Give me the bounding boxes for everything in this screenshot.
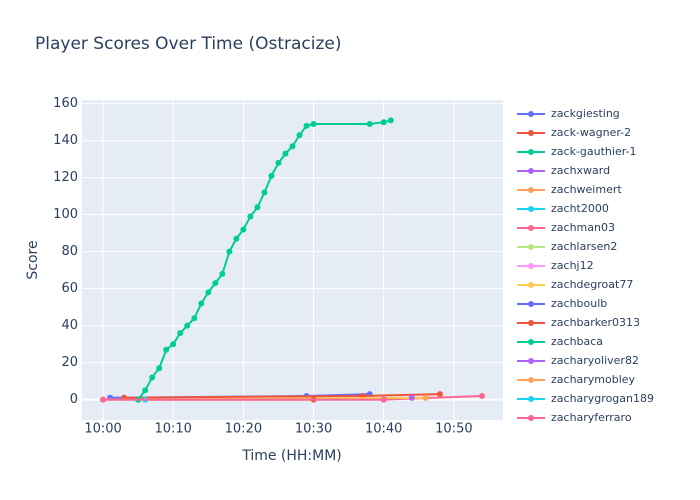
- x-tick-label: 10:10: [154, 422, 191, 437]
- data-point: [170, 341, 177, 348]
- chart-title: Player Scores Over Time (Ostracize): [35, 34, 342, 54]
- y-tick-label: 80: [61, 244, 78, 259]
- data-point: [205, 289, 212, 296]
- data-point: [478, 392, 485, 399]
- y-tick-label: 100: [53, 207, 78, 222]
- legend-label[interactable]: zachbaca: [551, 335, 603, 348]
- legend-marker: [528, 111, 534, 117]
- x-tick-label: 10:30: [295, 422, 332, 437]
- legend-marker: [528, 130, 534, 136]
- legend-label[interactable]: zack-wagner-2: [551, 126, 631, 139]
- data-point: [226, 248, 233, 255]
- legend-marker: [528, 377, 534, 383]
- data-point: [303, 122, 310, 129]
- legend-marker: [528, 396, 534, 402]
- legend-marker: [528, 206, 534, 212]
- data-point: [142, 387, 149, 394]
- data-point: [380, 119, 387, 126]
- data-point: [240, 226, 247, 233]
- legend-label[interactable]: zachxward: [551, 164, 610, 177]
- x-tick-label: 10:00: [84, 422, 121, 437]
- data-point: [212, 280, 219, 287]
- y-tick-label: 140: [53, 133, 78, 148]
- x-axis-title: Time (HH:MM): [241, 448, 342, 464]
- legend-label[interactable]: zachboulb: [551, 297, 607, 310]
- legend-label[interactable]: zachlarsen2: [551, 240, 617, 253]
- y-tick-label: 120: [53, 170, 78, 185]
- legend-marker: [528, 339, 534, 345]
- legend-marker: [528, 301, 534, 307]
- data-point: [261, 189, 268, 196]
- legend-label[interactable]: zacht2000: [551, 202, 609, 215]
- legend-label[interactable]: zacharyoliver82: [551, 354, 639, 367]
- grid: [82, 100, 503, 420]
- legend-marker: [528, 187, 534, 193]
- legend-marker: [528, 358, 534, 364]
- y-tick-label: 40: [61, 318, 78, 333]
- x-tick-label: 10:20: [225, 422, 262, 437]
- data-point: [149, 374, 156, 381]
- data-point: [100, 396, 107, 403]
- data-point: [380, 396, 387, 403]
- y-tick-label: 160: [53, 96, 78, 111]
- legend-label[interactable]: zachman03: [551, 221, 615, 234]
- x-tick-label: 10:50: [435, 422, 472, 437]
- data-point: [254, 204, 261, 211]
- legend-marker: [528, 263, 534, 269]
- data-point: [282, 150, 289, 157]
- data-point: [191, 315, 198, 322]
- data-point: [436, 391, 443, 398]
- legend-marker: [528, 282, 534, 288]
- y-tick-label: 20: [61, 355, 78, 370]
- y-axis-title: Score: [25, 240, 41, 279]
- legend-label[interactable]: zachj12: [551, 259, 594, 272]
- data-point: [184, 322, 191, 329]
- legend-label[interactable]: zack-gauthier-1: [551, 145, 637, 158]
- data-point: [219, 270, 226, 277]
- data-point: [422, 394, 429, 401]
- legend-marker: [528, 225, 534, 231]
- legend-label[interactable]: zachdegroat77: [551, 278, 633, 291]
- data-point: [408, 394, 415, 401]
- x-tick-label: 10:40: [365, 422, 402, 437]
- data-point: [163, 346, 170, 353]
- data-point: [296, 132, 303, 139]
- legend-label[interactable]: zackgiesting: [551, 107, 620, 120]
- data-point: [275, 159, 282, 166]
- data-point: [289, 143, 296, 150]
- legend-marker: [528, 149, 534, 155]
- legend-label[interactable]: zacharymobley: [551, 373, 636, 386]
- plot-area: [100, 117, 485, 403]
- data-point: [310, 121, 317, 128]
- legend-marker: [528, 415, 534, 421]
- y-tick-label: 60: [61, 281, 78, 296]
- data-point: [156, 365, 163, 372]
- legend-marker: [528, 320, 534, 326]
- data-point: [177, 330, 184, 337]
- legend-label[interactable]: zachbarker0313: [551, 316, 640, 329]
- data-point: [247, 213, 254, 220]
- legend-marker: [528, 168, 534, 174]
- data-point: [233, 235, 240, 242]
- legend-label[interactable]: zachweimert: [551, 183, 622, 196]
- data-point: [268, 172, 275, 179]
- data-point: [198, 300, 205, 307]
- legend-label[interactable]: zacharygrogan189: [551, 392, 654, 405]
- legend-marker: [528, 244, 534, 250]
- legend-label[interactable]: zacharyferraro: [551, 411, 632, 424]
- data-point: [387, 117, 394, 124]
- legend[interactable]: zackgiesting zack-wagner-2 zack-gauthier-1…: [517, 107, 654, 424]
- y-tick-label: 0: [70, 392, 78, 407]
- plot-background: [82, 100, 503, 420]
- data-point: [366, 121, 373, 128]
